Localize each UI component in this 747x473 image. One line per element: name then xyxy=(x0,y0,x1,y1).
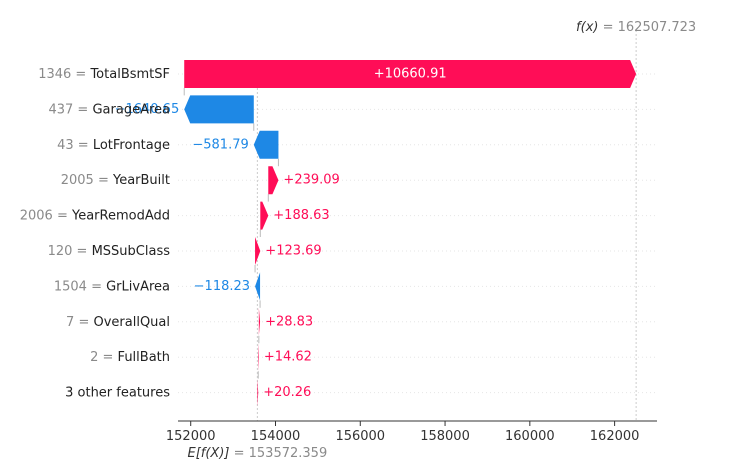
feature-value: 120 = xyxy=(48,244,92,259)
waterfall-bar xyxy=(184,60,637,88)
contribution-label: +239.09 xyxy=(283,173,339,188)
feature-label: 2005 = YearBuilt xyxy=(61,173,170,188)
feature-name: TotalBsmtSF xyxy=(89,67,170,82)
feature-label: 1504 = GrLivArea xyxy=(54,279,170,294)
contribution-label: +123.69 xyxy=(265,244,321,259)
feature-name: GrLivArea xyxy=(106,279,170,294)
contribution-label: +188.63 xyxy=(273,208,329,223)
base-value-number: = 153572.359 xyxy=(229,446,327,461)
feature-label: 7 = OverallQual xyxy=(66,314,170,329)
waterfall-bar xyxy=(260,201,269,230)
reference-lines xyxy=(183,30,637,421)
feature-value: 7 = xyxy=(66,314,93,329)
feature-label: 2006 = YearRemodAdd xyxy=(20,208,170,223)
contribution-label: +14.62 xyxy=(264,350,312,365)
contribution-label: +10660.91 xyxy=(374,67,447,82)
waterfall-bar xyxy=(255,272,261,301)
contribution-label: −118.23 xyxy=(194,279,250,294)
x-tick-label: 162000 xyxy=(590,429,640,444)
waterfall-bar xyxy=(258,307,261,336)
feature-name: YearRemodAdd xyxy=(71,208,170,223)
contribution-label: +20.26 xyxy=(263,385,311,400)
output-value-annotation: f(x) = 162507.723 xyxy=(576,20,696,35)
waterfall-bar xyxy=(253,130,279,159)
feature-value: 43 = xyxy=(57,137,93,152)
x-tick-label: 160000 xyxy=(505,429,555,444)
feature-value: 2005 = xyxy=(61,173,113,188)
contribution-label: −1640.65 xyxy=(115,102,180,117)
feature-name: FullBath xyxy=(118,350,170,365)
contribution-label: −581.79 xyxy=(192,137,248,152)
waterfall-bar xyxy=(257,378,259,407)
output-value-label: f(x) xyxy=(576,20,598,35)
base-value-annotation: E[f(X)] = 153572.359 xyxy=(188,446,328,461)
x-tick-label: 154000 xyxy=(251,429,301,444)
feature-value: 1346 = xyxy=(38,67,90,82)
waterfall-bar xyxy=(258,343,259,372)
waterfall-bar xyxy=(268,166,279,195)
feature-name: YearBuilt xyxy=(112,173,170,188)
waterfall-bar xyxy=(255,237,261,265)
feature-label: 3 other features xyxy=(65,385,170,400)
feature-name: MSSubClass xyxy=(92,244,171,259)
bars-layer xyxy=(184,60,637,407)
x-tick-label: 156000 xyxy=(335,429,385,444)
x-axis: 152000 154000 156000 158000 160000 162000 xyxy=(166,420,657,444)
feature-label: 437 = GarageArea xyxy=(48,102,170,117)
annotations-layer: E[f(X)] = 153572.359 f(x) = 162507.723 xyxy=(188,20,697,461)
feature-name: GarageArea xyxy=(92,102,170,117)
feature-name: 3 other features xyxy=(65,385,170,400)
feature-value: 437 = xyxy=(48,102,92,117)
output-value-number: = 162507.723 xyxy=(598,20,696,35)
contribution-label: +28.83 xyxy=(265,314,313,329)
feature-name: LotFrontage xyxy=(93,137,170,152)
feature-label: 120 = MSSubClass xyxy=(48,244,171,259)
feature-value: 2006 = xyxy=(20,208,72,223)
x-tick-label: 158000 xyxy=(420,429,470,444)
x-tick-label: 152000 xyxy=(166,429,216,444)
feature-label: 43 = LotFrontage xyxy=(57,137,170,152)
feature-name: OverallQual xyxy=(93,314,170,329)
feature-value: 1504 = xyxy=(54,279,106,294)
waterfall-bar xyxy=(184,95,254,124)
feature-label: 1346 = TotalBsmtSF xyxy=(38,67,170,82)
base-value-label: E[f(X)] xyxy=(188,446,230,461)
feature-value: 2 = xyxy=(90,350,117,365)
feature-label: 2 = FullBath xyxy=(90,350,170,365)
